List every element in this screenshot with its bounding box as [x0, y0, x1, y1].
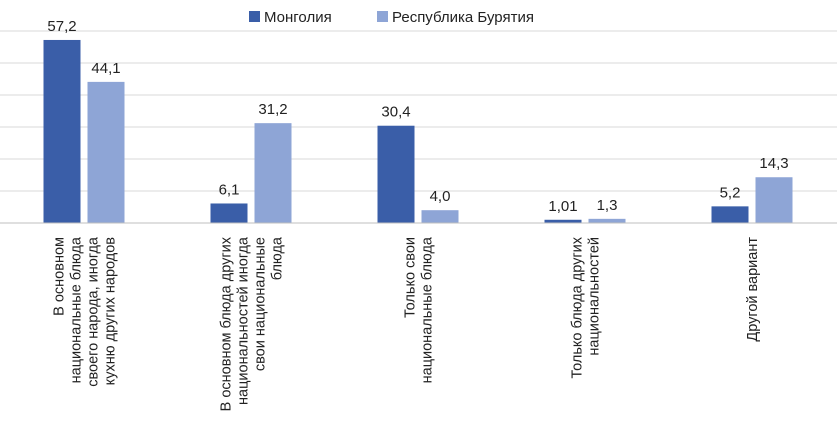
data-label-buryatia-2: 4,0: [430, 188, 451, 205]
bars: [43, 39, 793, 224]
legend-label-buryatia: Республика Бурятия: [392, 9, 534, 26]
category-label-line: Только свои: [403, 237, 419, 318]
category-label-line: своего народа, иногда: [86, 236, 102, 387]
category-label-line: национальные блюда: [420, 236, 436, 383]
category-label-line: национальностей: [587, 237, 603, 356]
data-label-mongolia-1: 6,1: [219, 181, 240, 198]
bar-mongolia-2: [377, 125, 415, 223]
data-label-mongolia-2: 30,4: [381, 104, 410, 121]
bar-mongolia-0: [43, 39, 81, 224]
bar-mongolia-3: [544, 219, 582, 223]
bar-buryatia-2: [421, 210, 459, 223]
category-label-2: Только свои национальные блюда: [403, 236, 436, 383]
gridlines: [0, 30, 837, 192]
category-label-line: блюда: [270, 236, 286, 280]
bar-buryatia-0: [87, 81, 125, 223]
category-label-line: кухню других народов: [103, 237, 119, 386]
bar-mongolia-4: [711, 206, 749, 223]
value-labels: 57,2 44,1 6,1 31,2 30,4 4,0 1,01 1,3 5,2 14,3: [47, 18, 788, 215]
data-label-mongolia-4: 5,2: [720, 184, 741, 201]
data-label-buryatia-1: 31,2: [258, 101, 287, 118]
bar-mongolia-1: [210, 203, 248, 223]
category-label-line: В основном: [52, 237, 68, 316]
legend: Монголия Республика Бурятия: [249, 9, 534, 26]
data-label-buryatia-3: 1,3: [597, 197, 618, 214]
category-label-line: национальностей иногда: [236, 236, 252, 405]
category-label-line: свои национальные: [253, 237, 269, 371]
category-label-3: Только блюда других национальностей: [570, 236, 603, 378]
bar-buryatia-4: [755, 177, 793, 223]
bar-buryatia-1: [254, 123, 292, 223]
category-label-line: Только блюда других: [570, 236, 586, 378]
data-label-buryatia-4: 14,3: [759, 155, 788, 172]
category-labels: В основном национальные блюда своего народ…: [52, 236, 762, 411]
data-label-mongolia-0: 57,2: [47, 18, 76, 35]
legend-swatch-buryatia: [377, 11, 388, 22]
data-label-mongolia-3: 1,01: [548, 198, 577, 215]
category-label-line: В основном блюда других: [219, 236, 235, 411]
legend-swatch-mongolia: [249, 11, 260, 22]
bar-buryatia-3: [588, 218, 626, 223]
category-label-4: Другой вариант: [745, 237, 761, 342]
category-label-line: Другой вариант: [745, 237, 761, 342]
category-label-1: В основном блюда других национальностей и…: [219, 236, 286, 411]
category-label-line: национальные блюда: [69, 236, 85, 383]
data-label-buryatia-0: 44,1: [91, 60, 120, 77]
category-label-0: В основном национальные блюда своего народ…: [52, 236, 119, 387]
legend-label-mongolia: Монголия: [264, 9, 332, 26]
